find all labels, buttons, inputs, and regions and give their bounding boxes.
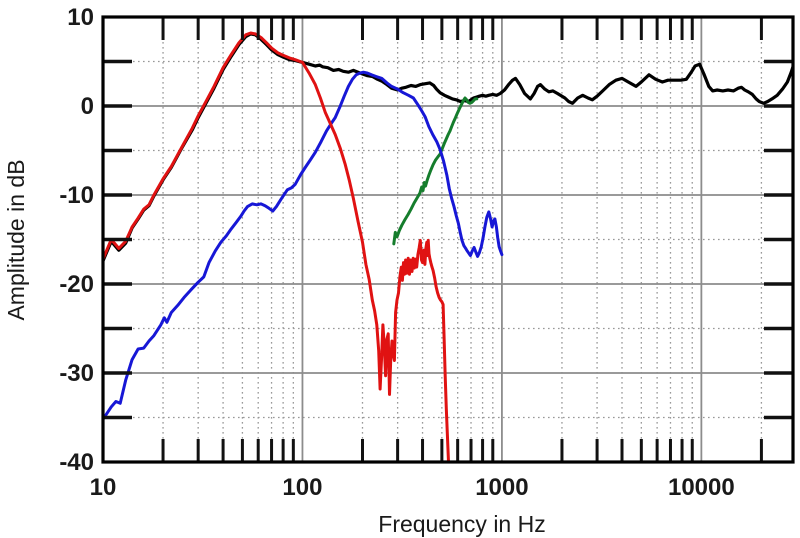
x-tick-label: 10000 (668, 474, 735, 501)
x-tick-label: 100 (282, 474, 322, 501)
x-tick-label: 1000 (475, 474, 528, 501)
gridlines (103, 17, 793, 462)
x-axis-title: Frequency in Hz (378, 511, 545, 537)
y-tick-label: -10 (59, 182, 94, 209)
series-green-trace (392, 96, 479, 246)
y-tick-label: -20 (59, 271, 94, 298)
trace-curves (103, 31, 793, 462)
y-tick-label: -30 (59, 360, 94, 387)
series-red-trace (103, 31, 451, 462)
axis-ticks (103, 17, 793, 462)
x-tick-label: 10 (90, 474, 117, 501)
series-black-trace (103, 32, 793, 263)
y-tick-label: 0 (81, 93, 94, 120)
series-blue-trace (103, 70, 504, 421)
y-tick-label: -40 (59, 449, 94, 476)
plot-frame (101, 15, 795, 464)
y-axis-title: Amplitude in dB (3, 159, 29, 320)
y-tick-label: 10 (67, 4, 94, 31)
